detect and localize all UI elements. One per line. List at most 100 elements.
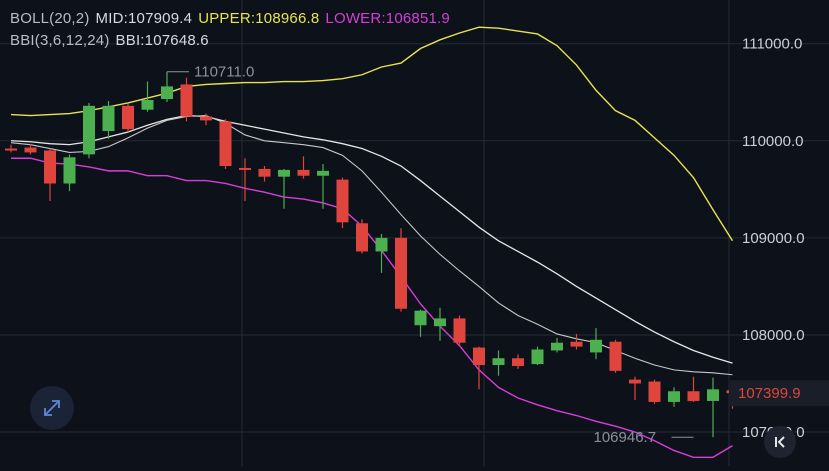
y-tick-label: 111000.0: [742, 36, 802, 53]
line-mid: [10, 114, 733, 364]
candle: [5, 144, 17, 153]
candle: [473, 346, 485, 390]
candle-body: [141, 99, 154, 110]
candle: [668, 387, 680, 407]
y-tick-label: 108000.0: [742, 327, 805, 344]
candle: [200, 113, 212, 126]
candle-body: [414, 310, 427, 326]
boll-lower-value: LOWER:106851.9: [325, 10, 450, 27]
candle-body: [122, 105, 134, 130]
line-upper: [10, 26, 734, 242]
candle-body: [707, 389, 719, 401]
boll-legend: BOLL(20,2) MID:107909.4 UPPER:108966.8 LOWE…: [10, 10, 456, 27]
annotations: 110711.0 106946.7: [167, 64, 694, 446]
candle: [122, 103, 134, 133]
candle-body: [180, 84, 193, 117]
candle-body: [668, 391, 680, 402]
candle-body: [297, 169, 310, 176]
candle-body: [609, 341, 622, 371]
boll-name: BOLL(20,2): [10, 10, 90, 27]
candles: [5, 71, 739, 438]
line-lower: [11, 157, 733, 458]
boll-mid-value: MID:107909.4: [95, 10, 193, 27]
candle: [687, 376, 700, 402]
candle: [590, 328, 602, 360]
candle: [551, 337, 563, 353]
chevron-back-to-start-icon: [775, 436, 785, 448]
candle-body: [434, 318, 446, 327]
candle-body: [375, 237, 388, 252]
bbi-legend: BBI(3,6,12,24) BBI:107648.6: [10, 32, 215, 49]
candle-body: [278, 169, 290, 177]
candle-body: [512, 358, 524, 367]
bbi-value: BBI:107648.6: [115, 32, 209, 49]
candle-body: [492, 358, 505, 366]
candle-body: [239, 167, 251, 170]
candle: [317, 164, 329, 209]
candle: [453, 315, 466, 345]
candle: [83, 102, 95, 159]
candle-body: [44, 150, 56, 184]
y-tick-label: 109000.0: [742, 230, 805, 247]
candle: [434, 307, 446, 341]
candle-body: [453, 318, 466, 343]
annotation-high-label: 110711.0: [194, 64, 254, 81]
candle-body: [258, 168, 271, 177]
candle: [375, 233, 388, 273]
candle-body: [570, 341, 583, 347]
scroll-to-latest-button[interactable]: [764, 426, 796, 458]
price-tag-background: [729, 380, 829, 407]
candle-body: [219, 121, 232, 167]
candle-body: [473, 347, 485, 366]
candle: [239, 158, 251, 201]
candle-body: [83, 105, 95, 155]
candle-body: [356, 223, 368, 252]
candle-body: [63, 157, 76, 184]
line-bbi: [10, 114, 733, 376]
candle: [102, 100, 115, 139]
candle-body: [24, 147, 37, 153]
candle-body: [590, 339, 602, 353]
candle: [512, 354, 524, 369]
price-tag-label: 107399.9: [738, 385, 801, 402]
candle-body: [161, 86, 173, 100]
candle-body: [200, 116, 212, 121]
candle: [141, 81, 154, 112]
candle: [395, 228, 407, 312]
candle-body: [551, 342, 563, 351]
candle: [297, 156, 310, 179]
candle: [258, 166, 271, 182]
candle-body: [5, 148, 17, 151]
candle-body: [531, 349, 544, 365]
candle-body: [102, 105, 115, 132]
candle: [44, 148, 56, 201]
expand-arrows-icon: [44, 400, 60, 416]
candle: [648, 379, 661, 404]
candle: [219, 119, 232, 169]
candle-body: [629, 379, 641, 384]
candle: [531, 346, 544, 366]
candle: [336, 177, 349, 229]
candle: [24, 143, 37, 155]
y-tick-label: 110000.0: [742, 133, 803, 150]
candle: [609, 339, 622, 373]
candle: [570, 333, 583, 350]
candle-body: [317, 170, 329, 176]
candle: [629, 376, 641, 400]
candle: [278, 168, 290, 209]
candle: [356, 219, 368, 254]
candle: [180, 77, 193, 122]
expand-button[interactable]: [30, 386, 74, 430]
candle: [414, 309, 427, 337]
candle-body: [687, 391, 700, 401]
candle: [161, 71, 173, 102]
candle: [63, 154, 76, 192]
annotation-low-label: 106946.7: [594, 429, 657, 446]
candle-body: [336, 179, 349, 223]
current-price-tag: 107399.9: [729, 380, 829, 407]
indicator-lines: [10, 26, 734, 458]
candle: [707, 377, 719, 438]
candle-body: [395, 237, 407, 309]
